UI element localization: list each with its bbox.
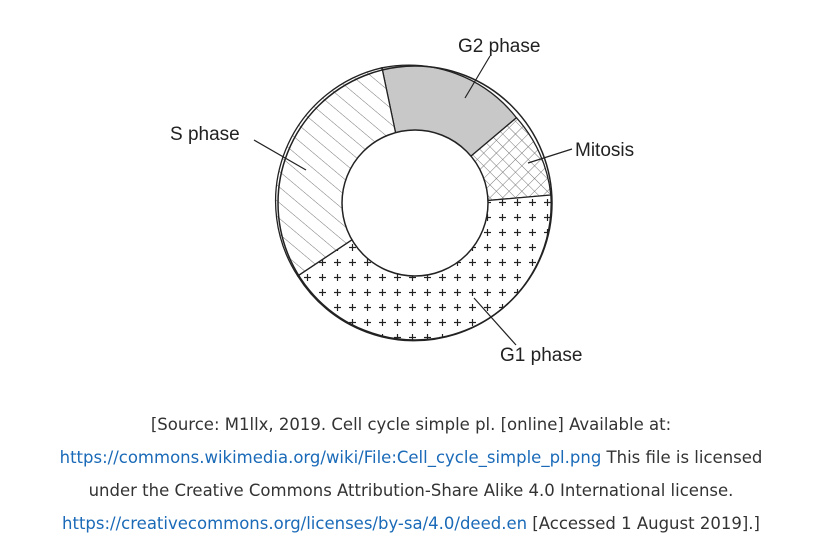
- leader-line-s: [253, 139, 307, 171]
- license-link[interactable]: https://creativecommons.org/licenses/by-…: [62, 514, 528, 533]
- caption-line-2: https://commons.wikimedia.org/wiki/File:…: [0, 441, 822, 474]
- cell-cycle-diagram: G2 phase S phase Mitosis G1 phase: [170, 36, 634, 366]
- leader-line-mitosis: [527, 148, 573, 164]
- caption-line-4-text: [Accessed 1 August 2019].]: [527, 514, 760, 533]
- label-g1-phase: G1 phase: [500, 345, 582, 366]
- inner-hole: [341, 129, 489, 277]
- caption-line-1: [Source: M1llx, 2019. Cell cycle simple …: [150, 415, 672, 434]
- caption-line-3: under the Creative Commons Attribution-S…: [88, 481, 734, 500]
- label-g2-phase: G2 phase: [458, 36, 540, 57]
- source-caption: [Source: M1llx, 2019. Cell cycle simple …: [0, 408, 822, 540]
- wikimedia-link[interactable]: https://commons.wikimedia.org/wiki/File:…: [59, 448, 602, 467]
- leader-line-g2: [464, 55, 491, 99]
- outer-ring: [277, 65, 553, 341]
- caption-line-2-text: This file is licensed: [601, 448, 763, 467]
- label-mitosis: Mitosis: [575, 140, 634, 161]
- leader-line-g1: [473, 297, 517, 346]
- label-s-phase: S phase: [170, 124, 240, 145]
- caption-line-4: https://creativecommons.org/licenses/by-…: [0, 507, 822, 540]
